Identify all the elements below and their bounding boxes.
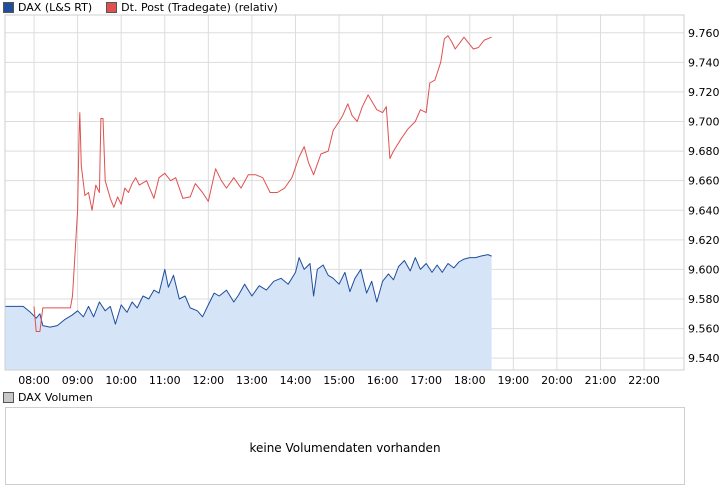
x-tick-label-15:00: 15:00 — [323, 374, 355, 387]
legend-swatch-dt-post — [106, 1, 118, 13]
dt-post-line — [33, 35, 492, 332]
legend-label-dax: DAX (L&S RT) — [18, 0, 93, 14]
y-tick-label-9.720: 9.720 — [688, 86, 720, 99]
y-tick-label-9.660: 9.660 — [688, 175, 720, 188]
legend-label-dt-post: Dt. Post (Tradegate) (relativ) — [121, 0, 278, 14]
y-tick-label-9.700: 9.700 — [688, 116, 720, 129]
y-tick-label-9.760: 9.760 — [688, 27, 720, 40]
volume-panel: keine Volumendaten vorhanden — [5, 407, 685, 485]
volume-legend-label: DAX Volumen — [18, 391, 93, 404]
price-chart: 08:00 09:00 10:00 11:00 12:00 13:00 14:00 15:00… — [4, 14, 720, 387]
volume-legend-swatch — [3, 392, 14, 403]
legend-item-dax[interactable]: DAX (L&S RT) — [3, 1, 92, 14]
volume-empty-message: keine Volumendaten vorhanden — [249, 441, 441, 455]
y-tick-label-9.580: 9.580 — [688, 293, 720, 306]
x-tick-label-18:00: 18:00 — [454, 374, 486, 387]
x-tick-label-17:00: 17:00 — [410, 374, 442, 387]
x-tick-label-09:00: 09:00 — [62, 374, 94, 387]
x-tick-label-14:00: 14:00 — [280, 374, 312, 387]
dax-area — [5, 254, 492, 370]
x-tick-label-19:00: 19:00 — [497, 374, 529, 387]
y-tick-label-9.680: 9.680 — [688, 145, 720, 158]
legend-swatch-dax — [3, 1, 14, 13]
x-tick-label-21:00: 21:00 — [585, 374, 617, 387]
y-tick-label-9.740: 9.740 — [688, 56, 720, 69]
x-tick-label-16:00: 16:00 — [367, 374, 399, 387]
x-tick-label-12:00: 12:00 — [192, 374, 224, 387]
plot-frame — [4, 14, 685, 371]
x-tick-label-08:00: 08:00 — [18, 374, 50, 387]
y-tick-label-9.540: 9.540 — [688, 352, 720, 365]
volume-legend: DAX Volumen — [3, 391, 93, 404]
legend-item-dt-post[interactable]: Dt. Post (Tradegate) (relativ) — [106, 1, 278, 14]
dax-line — [5, 254, 492, 328]
x-tick-label-10:00: 10:00 — [105, 374, 137, 387]
y-tick-label-9.560: 9.560 — [688, 323, 720, 336]
y-tick-label-9.640: 9.640 — [688, 204, 720, 217]
x-tick-label-22:00: 22:00 — [628, 374, 660, 387]
y-tick-label-9.600: 9.600 — [688, 263, 720, 276]
legend: DAX (L&S RT) Dt. Post (Tradegate) (relat… — [3, 0, 278, 14]
x-tick-label-20:00: 20:00 — [541, 374, 573, 387]
x-tick-label-11:00: 11:00 — [149, 374, 181, 387]
x-tick-label-13:00: 13:00 — [236, 374, 268, 387]
y-tick-label-9.620: 9.620 — [688, 234, 720, 247]
